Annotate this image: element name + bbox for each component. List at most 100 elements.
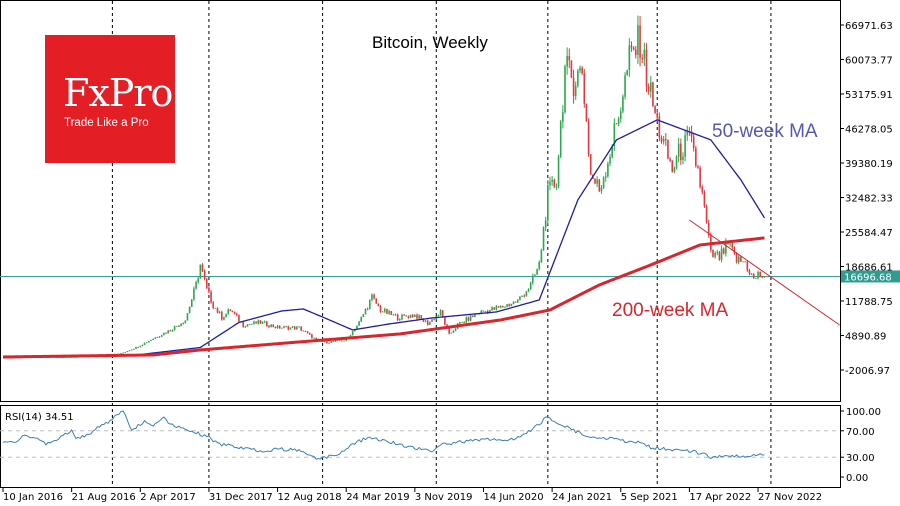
candle-body xyxy=(656,112,659,117)
candle-body xyxy=(214,307,217,309)
candle-body xyxy=(448,327,450,334)
candle-body xyxy=(720,248,723,260)
candle-body xyxy=(130,349,133,351)
y-tick-label: 60073.77 xyxy=(845,56,893,67)
candle-body xyxy=(658,116,661,138)
candle-body xyxy=(622,96,624,112)
candle-body xyxy=(323,341,326,343)
candle-body xyxy=(740,256,742,262)
candle-body xyxy=(429,321,431,325)
candle-body xyxy=(450,332,453,334)
x-tick-label: 2 Apr 2017 xyxy=(140,492,195,503)
candle-body xyxy=(703,192,706,206)
candle-body xyxy=(180,323,182,326)
candle-body xyxy=(607,163,609,177)
rsi-line xyxy=(2,410,765,460)
candle-body xyxy=(368,300,371,309)
candle-body xyxy=(641,57,644,60)
candle-body xyxy=(609,156,611,164)
candle-body xyxy=(375,298,378,304)
candle-body xyxy=(596,179,598,184)
x-tick-label: 24 Mar 2019 xyxy=(346,492,409,503)
candle-body xyxy=(617,118,620,124)
current-price-label: 16696.68 xyxy=(844,272,892,283)
rsi-label: RSI(14) 34.51 xyxy=(5,412,74,423)
candle-body xyxy=(163,332,165,336)
candle-body xyxy=(433,319,435,321)
candle-body xyxy=(426,320,429,325)
candle-body xyxy=(126,351,129,353)
candle-body xyxy=(564,66,566,113)
candle-body xyxy=(514,301,517,303)
candle-body xyxy=(263,321,266,323)
candle-body xyxy=(227,309,230,314)
candle-body xyxy=(341,340,343,342)
candle-body xyxy=(437,314,440,316)
candle-body xyxy=(536,269,538,275)
candle-body xyxy=(332,341,335,343)
candle-body xyxy=(555,186,558,188)
candle-body xyxy=(439,310,442,315)
candle-body xyxy=(396,314,399,320)
candle-body xyxy=(589,154,592,175)
candle-body xyxy=(330,341,332,343)
candle-body xyxy=(707,222,710,236)
candle-body xyxy=(570,60,573,78)
candle-body xyxy=(403,314,405,316)
candle-body xyxy=(156,337,159,339)
candle-body xyxy=(184,320,187,324)
candle-body xyxy=(386,309,388,314)
candle-body xyxy=(218,311,221,313)
candle-body xyxy=(501,305,504,308)
candle-body xyxy=(733,247,736,254)
candle-body xyxy=(420,315,423,319)
candle-body xyxy=(581,67,583,74)
candle-body xyxy=(190,299,193,307)
candle-body xyxy=(137,346,139,348)
candle-body xyxy=(669,158,671,161)
candle-body xyxy=(737,256,740,263)
candle-body xyxy=(364,308,367,315)
candle-body xyxy=(718,252,721,260)
200-week-ma-line xyxy=(2,236,765,359)
candle-body xyxy=(521,295,523,297)
candle-body xyxy=(291,326,294,328)
candle-body xyxy=(585,103,588,122)
candle-body xyxy=(165,332,167,334)
candle-body xyxy=(186,313,189,321)
candle-body xyxy=(452,330,455,333)
candle-body xyxy=(150,340,152,341)
candle-body xyxy=(203,270,206,279)
candle-body xyxy=(538,261,541,270)
candle-body xyxy=(255,321,257,324)
candle-body xyxy=(377,303,380,306)
candle-body xyxy=(188,306,191,314)
candle-body xyxy=(139,345,142,348)
candle-body xyxy=(379,305,382,312)
candle-body xyxy=(338,339,341,341)
candle-body xyxy=(212,302,215,308)
x-tick-label: 27 Nov 2022 xyxy=(758,492,822,503)
candle-body xyxy=(233,312,236,314)
candle-body xyxy=(345,338,347,341)
candle-body xyxy=(529,282,532,289)
candle-body xyxy=(266,321,268,327)
rsi-tick-label: 70.00 xyxy=(846,427,875,438)
candle-body xyxy=(326,341,328,344)
candle-body xyxy=(366,308,369,310)
candle-body xyxy=(422,318,425,322)
candle-body xyxy=(248,324,251,325)
candle-body xyxy=(287,326,290,330)
candle-body xyxy=(486,310,489,313)
candle-body xyxy=(577,70,579,86)
candle-body xyxy=(684,135,686,157)
candle-body xyxy=(559,121,562,157)
candle-body xyxy=(587,121,590,155)
candle-body xyxy=(272,324,275,327)
candle-body xyxy=(246,324,249,327)
candle-body xyxy=(148,340,150,343)
candle-body xyxy=(465,317,468,323)
candle-body xyxy=(220,311,223,320)
candle-body xyxy=(141,344,144,346)
candle-body xyxy=(628,45,631,71)
